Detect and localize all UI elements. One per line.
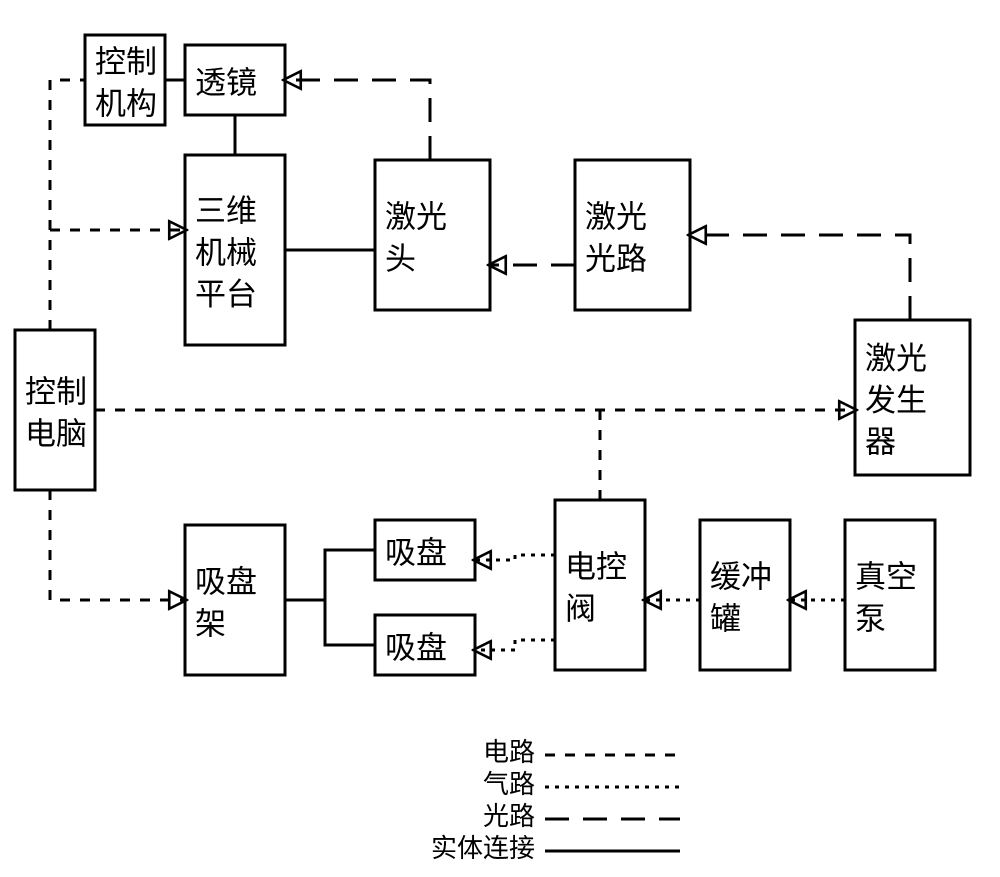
- edge: [475, 555, 555, 560]
- node-box: [15, 330, 95, 490]
- node-label: 透镜: [195, 65, 257, 100]
- edge: [285, 550, 375, 600]
- node-box: [375, 160, 490, 310]
- node-label: 电脑: [25, 416, 87, 451]
- node-label: 吸盘: [385, 535, 447, 570]
- node-label: 机械: [195, 235, 257, 270]
- node-label: 罐: [710, 601, 741, 636]
- node-control_pc: 控制电脑: [15, 330, 95, 490]
- nodes-layer: 控制机构透镜三维机械平台激光头激光光路控制电脑激光发生器吸盘架吸盘吸盘电控阀缓冲…: [15, 35, 970, 675]
- node-label: 架: [195, 606, 226, 641]
- node-ecv: 电控阀: [555, 500, 645, 670]
- edge: [50, 490, 185, 600]
- legend-label: 电路: [483, 738, 535, 767]
- node-label: 激光: [385, 199, 447, 234]
- edge: [325, 600, 375, 645]
- node-box: [845, 520, 935, 670]
- node-sucker_frame: 吸盘架: [185, 525, 285, 675]
- legend-label: 气路: [483, 770, 535, 799]
- node-box: [700, 520, 790, 670]
- node-label: 电控: [565, 549, 627, 584]
- node-label: 机构: [95, 86, 157, 121]
- node-label: 光路: [585, 241, 647, 276]
- node-label: 阀: [565, 591, 596, 626]
- node-label: 控制: [95, 44, 157, 79]
- node-label: 吸盘: [385, 630, 447, 665]
- node-lens: 透镜: [185, 45, 285, 115]
- legend-label: 光路: [483, 802, 535, 831]
- node-sucker1: 吸盘: [375, 520, 475, 580]
- node-sucker2: 吸盘: [375, 615, 475, 675]
- node-label: 三维: [195, 194, 257, 229]
- node-laser_head: 激光头: [375, 160, 490, 310]
- node-label: 激光: [585, 199, 647, 234]
- node-laser_gen: 激光发生器: [855, 320, 970, 475]
- node-control_mech: 控制机构: [85, 35, 165, 125]
- node-label: 真空: [855, 559, 917, 594]
- node-label: 平台: [195, 277, 257, 312]
- node-label: 头: [385, 241, 416, 276]
- legend: 电路气路光路实体连接: [431, 738, 680, 863]
- node-label: 缓冲: [710, 559, 772, 594]
- node-label: 泵: [855, 601, 886, 636]
- node-box: [185, 525, 285, 675]
- node-label: 激光: [865, 341, 927, 376]
- legend-label: 实体连接: [431, 834, 535, 863]
- node-label: 吸盘: [195, 564, 257, 599]
- edge: [690, 235, 910, 320]
- node-label: 器: [865, 425, 896, 460]
- node-box: [555, 500, 645, 670]
- node-buffer: 缓冲罐: [700, 520, 790, 670]
- node-laser_path: 激光光路: [575, 160, 690, 310]
- edges-layer: [50, 80, 910, 650]
- node-label: 发生: [865, 383, 927, 418]
- node-vacuum: 真空泵: [845, 520, 935, 670]
- edge: [50, 80, 85, 330]
- edge: [475, 640, 555, 650]
- node-box: [575, 160, 690, 310]
- edge: [285, 80, 430, 160]
- node-label: 控制: [25, 374, 87, 409]
- node-platform: 三维机械平台: [185, 155, 285, 345]
